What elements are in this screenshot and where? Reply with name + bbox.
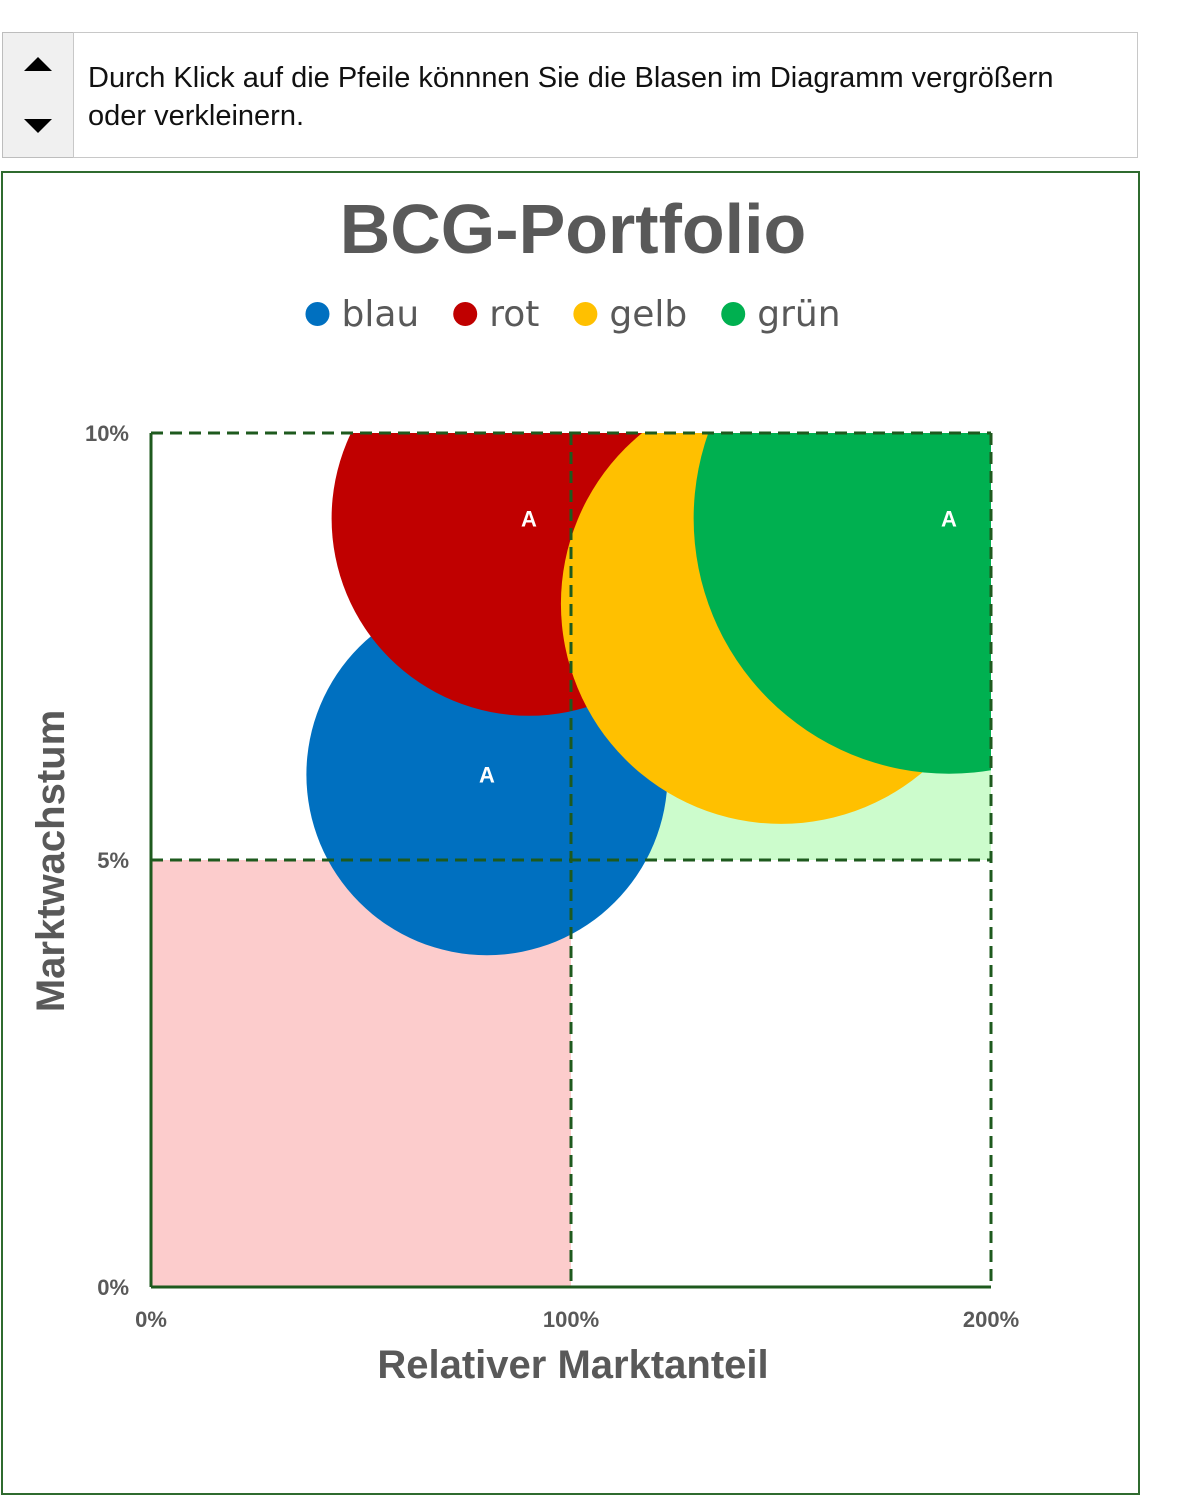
legend-label-3: grün	[757, 294, 840, 335]
y-axis-label: Marktwachstum	[29, 710, 73, 1012]
axes	[149, 433, 991, 1289]
legend-label-0: blau	[341, 294, 419, 335]
chart-title: BCG-Portfolio	[340, 190, 807, 268]
triangle-up-icon	[24, 57, 52, 71]
legend-label-2: gelb	[609, 294, 687, 335]
tick-labels: 0% 100% 200% 0% 5% 10%	[85, 421, 1019, 1332]
legend-label-1: rot	[489, 294, 539, 335]
spin-button[interactable]	[2, 32, 74, 158]
legend: blau rot gelb grün	[305, 294, 841, 335]
quadrant-grid	[151, 431, 993, 1287]
legend-marker-3	[721, 302, 746, 326]
triangle-down-icon	[24, 119, 52, 133]
instruction-text: Durch Klick auf die Pfeile könnnen Sie d…	[88, 62, 1054, 132]
legend-marker-0	[305, 302, 330, 326]
y-tick-label-2: 10%	[85, 421, 129, 446]
spin-down-button[interactable]	[3, 95, 73, 157]
y-tick-label-1: 5%	[97, 848, 129, 873]
x-axis-label: Relativer Marktanteil	[377, 1343, 768, 1387]
bubbles: AAAA	[306, 433, 991, 956]
x-tick-label-0: 0%	[135, 1307, 167, 1332]
bubble-label-0: A	[479, 763, 495, 788]
legend-marker-2	[573, 302, 598, 326]
bubble-3	[693, 433, 991, 774]
bubble-label-1: A	[521, 506, 537, 531]
spin-up-button[interactable]	[3, 33, 73, 96]
y-tick-label-0: 0%	[97, 1275, 129, 1300]
x-tick-label-2: 200%	[963, 1307, 1019, 1332]
legend-marker-1	[453, 302, 478, 326]
instruction-box: Durch Klick auf die Pfeile könnnen Sie d…	[73, 32, 1138, 158]
x-tick-label-1: 100%	[543, 1307, 599, 1332]
bubble-label-3: A	[941, 506, 957, 531]
